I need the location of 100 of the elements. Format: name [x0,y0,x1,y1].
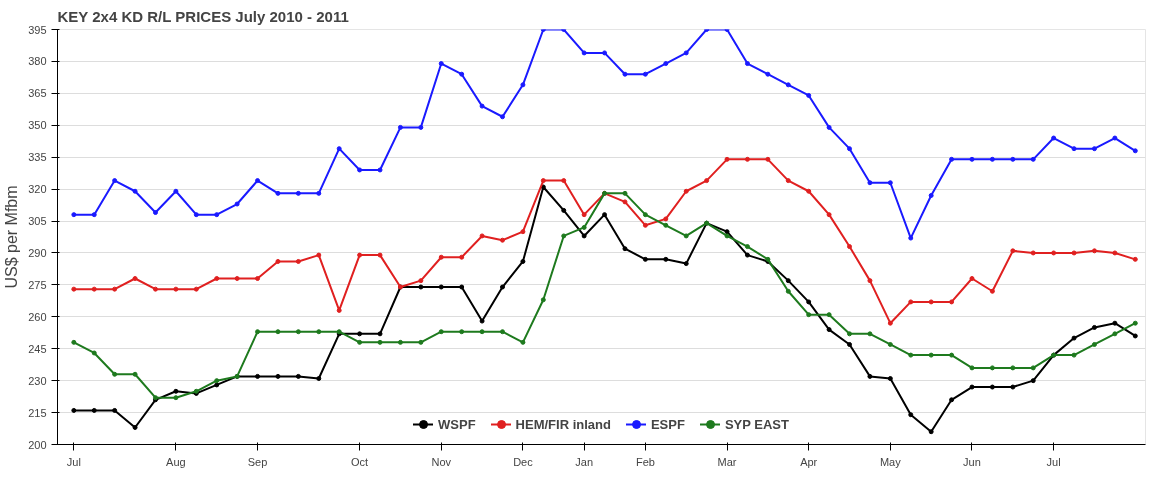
point [806,299,812,305]
point [152,210,158,216]
point [561,178,567,184]
point [1132,148,1138,154]
point [1030,378,1036,384]
legend-label: HEM/FIR inland [515,416,611,432]
y-axis-title: US$ per Mfbm [3,185,21,289]
point [867,180,873,186]
point [683,233,689,239]
point [377,331,383,337]
x-tick-label: Jun [963,455,981,468]
point [826,327,832,333]
point [132,424,138,430]
point [459,71,465,77]
point [438,61,444,67]
point [847,331,853,337]
point [295,258,301,264]
point [765,156,771,162]
point [275,329,281,335]
x-tick-label: Nov [431,455,452,468]
point [479,233,485,239]
point [989,288,995,294]
point [418,284,424,290]
legend-label: WSPF [438,416,476,432]
x-tick-label: Apr [800,455,818,468]
y-tick-label: 320 [28,183,47,196]
point [969,276,975,281]
point [193,212,199,218]
point [520,258,526,264]
point [724,233,730,239]
point [724,229,730,235]
point [928,193,934,198]
point [826,124,832,130]
point [295,329,301,335]
point [357,167,363,173]
point [847,146,853,152]
y-tick-label: 230 [28,374,47,387]
y-tick-label: 245 [28,342,47,355]
point [1071,146,1077,152]
point [500,284,505,290]
point [112,371,118,377]
point [500,329,505,335]
point [132,276,138,281]
point [1112,135,1118,141]
y-tick-label: 275 [28,278,47,291]
point [602,50,608,56]
point [581,50,587,56]
x-tick-label: Feb [635,455,655,468]
y-tick-label: 365 [28,87,47,100]
x-tick-label: Dec [513,455,534,468]
y-tick-label: 200 [28,438,47,451]
point [806,92,812,98]
point [316,252,322,258]
point [1091,248,1097,254]
legend-label: SYP EAST [724,416,789,432]
point [132,371,138,377]
point [316,329,322,335]
point [255,373,261,379]
point [949,397,955,403]
point [908,235,914,241]
y-tick-label: 305 [28,215,47,228]
point [173,395,179,401]
point [561,233,567,239]
point [887,180,893,186]
point [438,284,444,290]
point [1091,341,1097,347]
y-tick-label: 260 [28,310,47,323]
point [969,384,975,390]
point [908,412,914,418]
point [91,212,97,218]
point [336,307,342,313]
x-tick-label: Mar [717,455,737,468]
point [989,365,995,371]
y-tick-label: 350 [28,119,47,132]
point [275,190,281,196]
point [132,188,138,194]
point [847,244,853,250]
point [887,341,893,347]
point [1112,331,1118,337]
point [91,286,97,292]
point [765,71,771,77]
x-tick-label: May [879,455,902,468]
point [397,124,403,130]
point [234,201,240,207]
point [642,212,648,218]
point [520,339,526,345]
y-tick-label: 335 [28,151,47,164]
point [663,222,669,228]
point [112,407,118,413]
point [479,103,485,109]
point [255,276,261,281]
point [1132,333,1138,339]
point [949,352,955,358]
point [295,373,301,379]
point [785,288,791,294]
point [520,82,526,88]
point [581,212,587,218]
point [275,373,281,379]
point [520,229,526,235]
point [581,224,587,230]
